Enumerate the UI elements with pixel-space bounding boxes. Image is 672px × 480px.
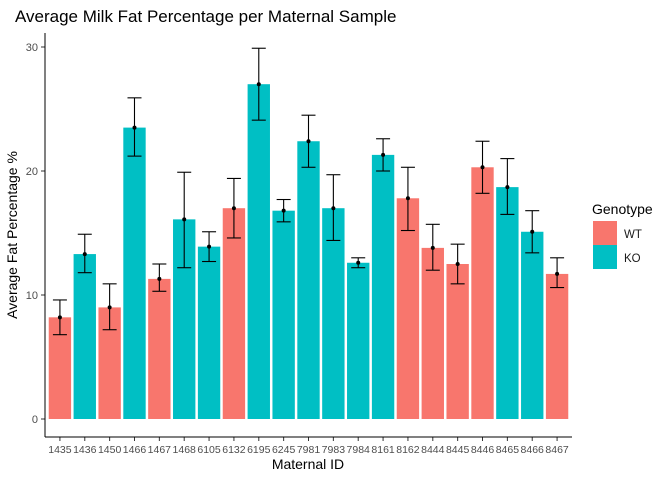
x-tick-label: 1466 (123, 444, 147, 456)
x-tick-label: 1450 (98, 444, 122, 456)
x-tick-label: 6132 (222, 444, 246, 456)
y-tick-label: 10 (26, 290, 38, 302)
x-tick-label: 7981 (297, 444, 321, 456)
bar (496, 187, 519, 419)
mean-point (405, 196, 410, 201)
mean-point (182, 217, 187, 222)
bar (322, 208, 345, 419)
x-tick-label: 7983 (322, 444, 346, 456)
y-axis-label: Average Fat Percentage % (4, 151, 20, 319)
x-tick-label: 7984 (347, 444, 371, 456)
x-tick-label: 8161 (371, 444, 395, 456)
bar (123, 127, 146, 419)
mean-point (356, 260, 361, 265)
mean-point (57, 315, 62, 320)
x-tick-label: 8465 (496, 444, 520, 456)
mean-point (256, 82, 261, 87)
y-tick-label: 0 (32, 414, 38, 426)
bar (545, 273, 569, 419)
x-tick-label: 6195 (247, 444, 271, 456)
mean-point (157, 276, 162, 281)
x-tick-label: 1436 (73, 444, 97, 456)
y-tick-label: 20 (26, 166, 38, 178)
x-tick-label: 6105 (197, 444, 221, 456)
mean-point (530, 229, 535, 234)
mean-point (331, 206, 336, 211)
mean-point (207, 244, 212, 249)
legend: Genotype WT KO (592, 201, 653, 269)
bar (148, 278, 171, 419)
x-tick-label: 6245 (272, 444, 296, 456)
y-tick-label: 30 (26, 42, 38, 54)
mean-point (555, 271, 560, 276)
mean-point (107, 305, 112, 310)
bar (371, 154, 395, 419)
mean-point (430, 245, 435, 250)
mean-point (132, 125, 137, 130)
bar (98, 307, 121, 419)
bar (521, 231, 544, 419)
x-tick-label: 8445 (446, 444, 470, 456)
x-tick-label: 1468 (173, 444, 197, 456)
mean-point (306, 139, 311, 144)
bar (347, 262, 370, 419)
mean-point (281, 208, 286, 213)
bar (396, 198, 420, 419)
bar (446, 264, 469, 419)
mean-point (381, 152, 386, 157)
x-tick-label: 8467 (545, 444, 569, 456)
x-tick-label: 1467 (148, 444, 172, 456)
bar (73, 254, 96, 419)
x-tick-label: 8444 (421, 444, 445, 456)
legend-label-wt: WT (624, 229, 642, 241)
legend-key-wt (593, 221, 617, 245)
chart-title: Average Milk Fat Percentage per Maternal… (15, 7, 396, 26)
x-tick-label: 8446 (471, 444, 495, 456)
mean-point (82, 252, 87, 257)
bar (272, 210, 295, 419)
mean-point (455, 262, 460, 266)
bar (471, 167, 494, 419)
bar (247, 84, 270, 419)
bar (173, 219, 196, 419)
legend-key-ko (593, 245, 617, 269)
bar (197, 246, 221, 419)
x-tick-label: 8466 (521, 444, 545, 456)
legend-title: Genotype (592, 201, 653, 217)
bar (297, 141, 320, 420)
x-axis-label: Maternal ID (272, 456, 344, 472)
bar (48, 317, 72, 419)
x-tick-label: 1435 (48, 444, 72, 456)
legend-label-ko: KO (624, 253, 641, 265)
bar (222, 208, 246, 419)
bar (421, 247, 444, 419)
mean-point (231, 206, 236, 211)
mean-point (505, 185, 510, 190)
mean-point (480, 165, 485, 170)
x-tick-label: 8162 (396, 444, 420, 456)
